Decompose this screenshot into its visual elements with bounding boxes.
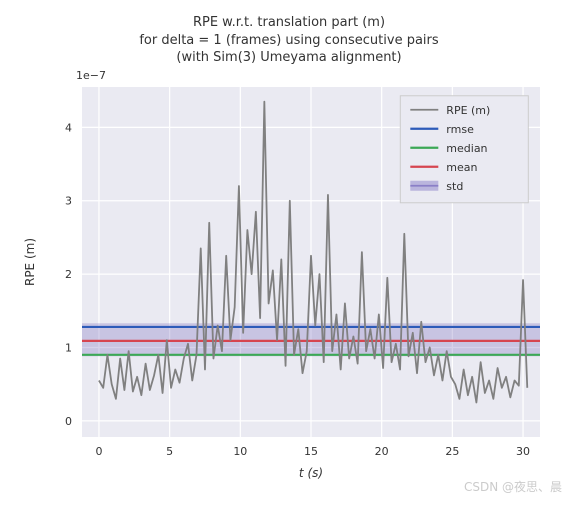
ytick-label: 1: [65, 341, 72, 354]
legend-label-rmse: rmse: [446, 122, 474, 135]
ytick-label: 0: [65, 414, 72, 427]
y-axis-label: RPE (m): [23, 238, 37, 286]
legend-label-std: std: [446, 179, 463, 192]
title-line-1: RPE w.r.t. translation part (m): [193, 15, 385, 30]
chart-container: RPE w.r.t. translation part (m) for delt…: [0, 0, 578, 505]
legend-label-mean: mean: [446, 160, 477, 173]
watermark: CSDN @夜思、晨: [464, 478, 562, 495]
y-exp-label: 1e−7: [76, 69, 106, 82]
xtick-label: 20: [375, 445, 389, 458]
xtick-label: 15: [304, 445, 318, 458]
title-line-3: (with Sim(3) Umeyama alignment): [176, 50, 401, 65]
xtick-label: 30: [516, 445, 530, 458]
xtick-label: 0: [95, 445, 102, 458]
legend-label-rpe: RPE (m): [446, 103, 490, 116]
std-band: [82, 323, 540, 356]
title-line-2: for delta = 1 (frames) using consecutive…: [139, 33, 438, 48]
xtick-label: 10: [233, 445, 247, 458]
chart-title: RPE w.r.t. translation part (m) for delt…: [0, 0, 578, 67]
ytick-label: 4: [65, 121, 72, 134]
ytick-label: 2: [65, 268, 72, 281]
chart-svg: 0 5 10 15 20 25 30 0 1 2 3 4 1e−7 t (s) RPE (m) RPE (m)…: [0, 67, 578, 497]
xtick-label: 5: [166, 445, 173, 458]
legend-label-median: median: [446, 141, 487, 154]
xtick-label: 25: [445, 445, 459, 458]
x-axis-label: t (s): [299, 466, 323, 480]
ytick-label: 3: [65, 194, 72, 207]
